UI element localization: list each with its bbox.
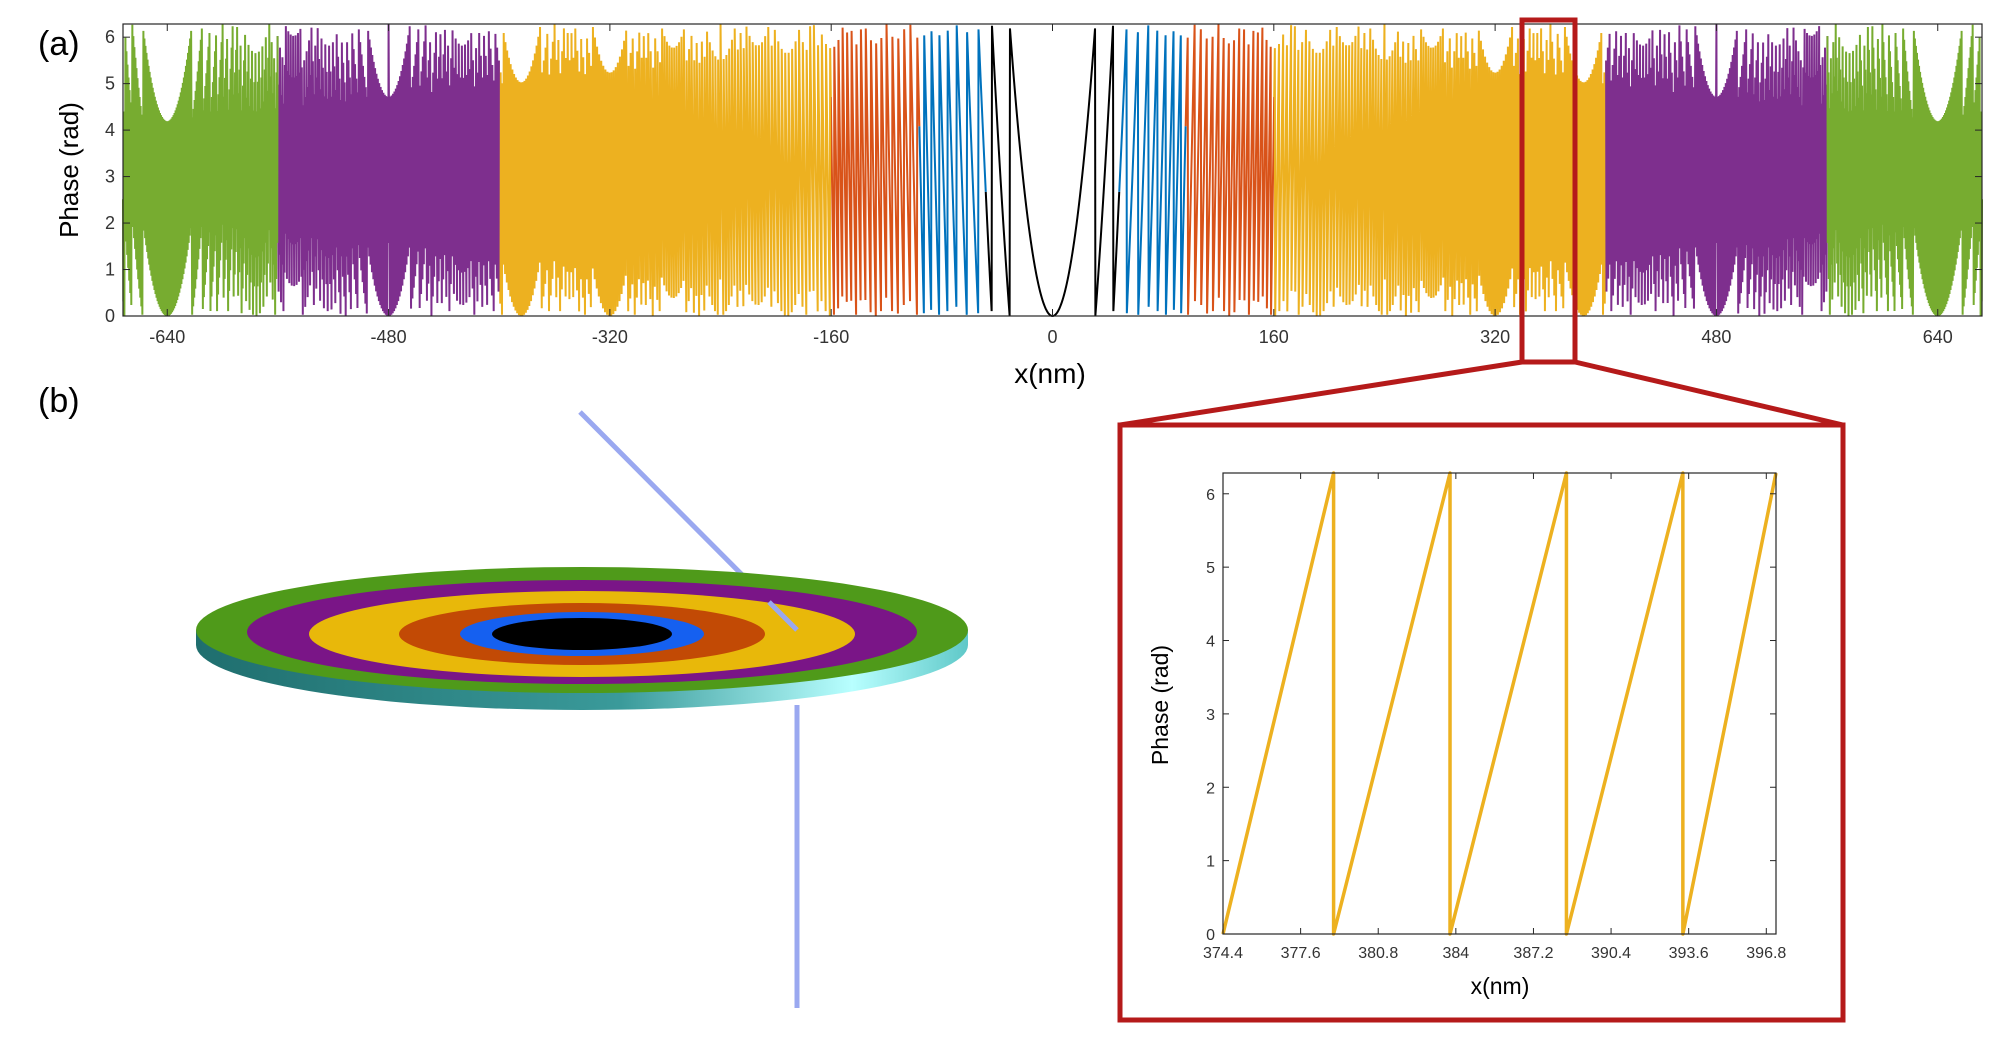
- inset-y-tick-label: 1: [1206, 854, 1215, 871]
- y-tick-label: 5: [105, 74, 115, 94]
- inset-y-tick-label: 5: [1206, 560, 1215, 577]
- inset-x-tick-label: 380.8: [1358, 945, 1398, 962]
- inset-x-tick-label: 384: [1442, 945, 1469, 962]
- panel-label-a: (a): [38, 25, 80, 63]
- phase-series-line: [497, 23, 832, 316]
- inset-y-tick-label: 0: [1206, 927, 1215, 944]
- inset-zoom-chart: 374.4 377.6 380.8 384 387.2 390.4 393.6 396.8 0 1…: [1147, 471, 1786, 999]
- phase-series-line: [918, 25, 987, 315]
- phase-profile-chart: -640 -480 -320 -160 0 160 320 480 640 0 1 2 3 4 5 6 x(n…: [54, 23, 1983, 389]
- chart-a-ticks: -640 -480 -320 -160 0 160 320 480 640 0 1 2 3 4 5 6: [105, 24, 1982, 347]
- chart-a-y-axis-label: Phase (rad): [54, 102, 84, 238]
- incident-beam-tip: [767, 600, 799, 632]
- inset-phase-line: [1221, 471, 1778, 936]
- inset-y-tick-label: 4: [1206, 634, 1215, 651]
- inset-x-tick-label: 374.4: [1203, 945, 1243, 962]
- x-tick-label: -640: [149, 327, 185, 347]
- x-tick-label: -480: [371, 327, 407, 347]
- zoom-connector-right: [1574, 359, 1844, 428]
- x-tick-label: 320: [1480, 327, 1510, 347]
- inset-x-axis-label: x(nm): [1471, 973, 1530, 999]
- inset-y-tick-label: 6: [1206, 487, 1215, 504]
- y-tick-label: 1: [105, 260, 115, 280]
- ring-center-black: [492, 618, 672, 650]
- phase-series-line: [1273, 23, 1608, 316]
- y-tick-label: 0: [105, 306, 115, 326]
- phase-series-line: [122, 23, 279, 316]
- inset-y-tick-label: 3: [1206, 707, 1215, 724]
- phase-series-line: [1826, 23, 1983, 316]
- inset-x-tick-label: 377.6: [1281, 945, 1321, 962]
- phase-series-line: [1118, 25, 1187, 315]
- phase-series-line: [1184, 23, 1276, 316]
- inset-y-axis-label: Phase (rad): [1147, 645, 1173, 765]
- inset-y-tick-label: 2: [1206, 780, 1215, 797]
- phase-series-group: [122, 23, 1983, 317]
- inset-axes-box: [1222, 472, 1777, 935]
- inset-ticks: 374.4 377.6 380.8 384 387.2 390.4 393.6 396.8 0 1…: [1203, 473, 1786, 962]
- phase-series-line: [829, 23, 921, 316]
- inset-x-tick-label: 387.2: [1513, 945, 1553, 962]
- metalens-illustration: [196, 410, 968, 1008]
- y-tick-label: 6: [105, 27, 115, 47]
- x-tick-label: 480: [1701, 327, 1731, 347]
- x-tick-label: -320: [592, 327, 628, 347]
- x-tick-label: 640: [1923, 327, 1953, 347]
- inset-frame: [1117, 422, 1846, 1023]
- phase-series-line: [1052, 25, 1121, 317]
- y-tick-label: 3: [105, 167, 115, 187]
- chart-a-x-axis-label: x(nm): [1014, 358, 1086, 389]
- y-tick-label: 2: [105, 213, 115, 233]
- phase-series-line: [1605, 23, 1829, 316]
- x-tick-label: -160: [813, 327, 849, 347]
- phase-series-line: [276, 23, 500, 316]
- inset-x-tick-label: 396.8: [1746, 945, 1786, 962]
- zoom-highlight-box: [1519, 17, 1578, 365]
- phase-series-line: [984, 25, 1053, 317]
- inset-x-tick-label: 393.6: [1669, 945, 1709, 962]
- y-tick-label: 4: [105, 120, 115, 140]
- x-tick-label: 160: [1259, 327, 1289, 347]
- inset-x-tick-label: 390.4: [1591, 945, 1631, 962]
- zoom-connector-left: [1119, 359, 1523, 428]
- x-tick-label: 0: [1047, 327, 1057, 347]
- panel-label-b: (b): [38, 382, 80, 420]
- inset-series-group: [1221, 471, 1778, 936]
